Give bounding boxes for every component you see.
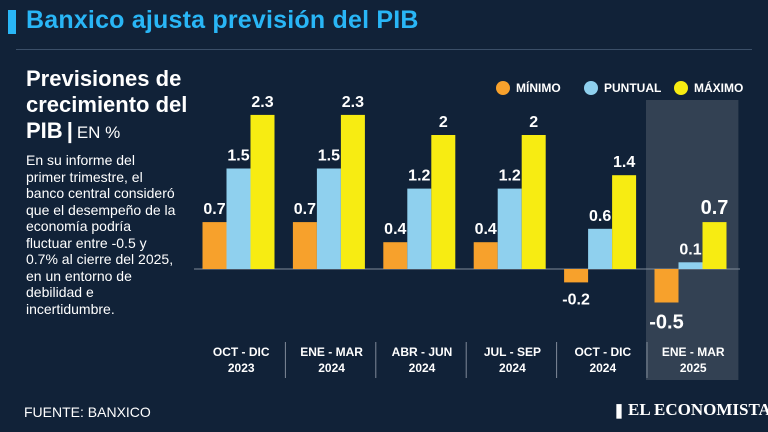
bar-puntual-3 — [497, 188, 522, 269]
category-label-period-0: OCT - DIC — [213, 345, 270, 359]
category-label-period-1: ENE - MAR — [300, 345, 363, 359]
bar-máximo-5 — [702, 222, 727, 269]
chart-title-unit: EN % — [76, 123, 121, 142]
bar-máximo-3 — [521, 135, 546, 269]
book-icon: ❚ — [613, 404, 625, 419]
bar-mínimo-0 — [202, 222, 227, 269]
bar-máximo-2 — [431, 135, 456, 269]
data-label-puntual-1: 1.5 — [318, 148, 340, 165]
data-label-puntual-5: 0.1 — [679, 241, 701, 258]
data-label-mínimo-2: 0.4 — [384, 221, 406, 238]
category-label-period-2: ABR - JUN — [392, 345, 453, 359]
legend-label-minimo: MÍNIMO — [516, 81, 561, 95]
chart-title: Previsiones de crecimiento del PIB | EN % — [26, 66, 196, 146]
brand-name: EL ECONOMISTA — [628, 400, 768, 419]
header-bar — [0, 0, 768, 44]
data-label-mínimo-0: 0.7 — [203, 201, 225, 218]
category-label-year-0: 2023 — [228, 361, 255, 375]
bar-máximo-4 — [612, 175, 637, 269]
data-label-máximo-3: 2 — [529, 114, 538, 131]
headline-accent-bar — [8, 10, 16, 34]
header-divider — [16, 49, 752, 50]
category-label-year-5: 2025 — [680, 361, 707, 375]
category-label-year-2: 2024 — [409, 361, 436, 375]
data-label-puntual-4: 0.6 — [589, 208, 611, 225]
data-label-máximo-5: 0.7 — [701, 197, 729, 219]
source-credit: FUENTE: BANXICO — [24, 404, 151, 420]
legend-item-maximo: MÁXIMO — [674, 80, 743, 96]
category-label-year-3: 2024 — [499, 361, 526, 375]
legend-item-minimo: MÍNIMO — [496, 80, 561, 96]
data-label-mínimo-1: 0.7 — [294, 201, 316, 218]
chart-title-separator: | — [66, 118, 73, 143]
description-text: En su informe del primer trimestre, el b… — [26, 152, 176, 317]
data-label-puntual-3: 1.2 — [499, 168, 521, 185]
category-label-period-3: JUL - SEP — [484, 345, 541, 359]
legend-swatch-minimo — [496, 81, 510, 95]
legend-label-puntual: PUNTUAL — [604, 81, 662, 95]
bar-puntual-5 — [678, 262, 703, 269]
bar-mínimo-3 — [473, 242, 498, 269]
legend-item-puntual: PUNTUAL — [584, 80, 661, 96]
chart-title-main: Previsiones de crecimiento del PIB — [26, 66, 188, 143]
data-label-mínimo-3: 0.4 — [475, 221, 497, 238]
data-label-mínimo-4: -0.2 — [562, 291, 590, 308]
headline: Banxico ajusta previsión del PIB — [26, 6, 419, 34]
data-label-puntual-2: 1.2 — [408, 168, 430, 185]
legend-swatch-maximo — [674, 81, 688, 95]
data-label-máximo-2: 2 — [439, 114, 448, 131]
category-label-year-1: 2024 — [318, 361, 345, 375]
bar-máximo-0 — [250, 114, 275, 270]
data-label-máximo-0: 2.3 — [251, 94, 273, 111]
bar-puntual-2 — [407, 188, 432, 269]
data-label-máximo-4: 1.4 — [613, 154, 635, 171]
bar-puntual-4 — [588, 228, 613, 269]
bar-puntual-0 — [226, 168, 251, 269]
data-label-puntual-0: 1.5 — [227, 148, 249, 165]
brand-logo: ❚ EL ECONOMISTA — [612, 400, 768, 420]
legend-label-maximo: MÁXIMO — [694, 81, 744, 95]
bar-mínimo-1 — [292, 222, 317, 269]
bar-puntual-1 — [316, 168, 341, 269]
bar-mínimo-2 — [383, 242, 408, 269]
category-label-period-4: OCT - DIC — [574, 345, 631, 359]
category-label-period-5: ENE - MAR — [662, 345, 725, 359]
data-label-mínimo-5: -0.5 — [649, 312, 683, 334]
bar-mínimo-4 — [564, 269, 589, 283]
legend-swatch-puntual — [584, 81, 598, 95]
category-label-year-4: 2024 — [589, 361, 616, 375]
bar-máximo-1 — [340, 114, 365, 270]
data-label-máximo-1: 2.3 — [342, 94, 364, 111]
bar-mínimo-5 — [654, 269, 679, 303]
